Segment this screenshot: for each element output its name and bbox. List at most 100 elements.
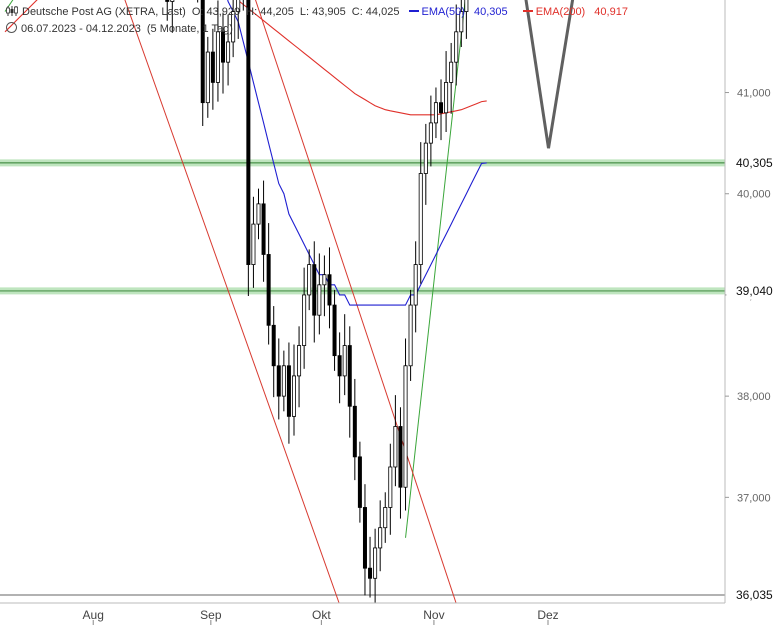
candle-body-up	[454, 31, 459, 63]
level-label: 40,305	[736, 156, 773, 170]
high-value: H: 44,205	[246, 6, 294, 18]
candle	[449, 42, 454, 114]
candle-body-up	[383, 507, 388, 529]
ema200-value: 40,917	[594, 6, 628, 18]
candle	[246, 0, 251, 296]
candle	[266, 223, 271, 345]
candle	[347, 326, 352, 438]
candle	[383, 492, 388, 543]
candle-body-down	[276, 365, 281, 397]
legend-ema200: EMA(200) 40,917	[522, 6, 634, 18]
candle-body-up	[459, 11, 464, 33]
candle	[439, 79, 444, 141]
candle-body-down	[347, 345, 352, 407]
candle	[368, 536, 373, 598]
candle	[378, 500, 383, 572]
candle	[428, 95, 433, 167]
candle	[352, 378, 357, 481]
red-channel-lower	[124, 0, 340, 603]
candle-body-down	[286, 365, 291, 417]
candlestick-icon	[6, 6, 18, 16]
candle	[200, 0, 205, 126]
candle	[423, 123, 428, 205]
candle-body-down	[165, 0, 170, 2]
candle	[221, 12, 226, 94]
candle-body-up	[291, 375, 296, 417]
candle	[271, 306, 276, 398]
candle-body-up	[393, 426, 398, 468]
candle-body-up	[444, 82, 449, 114]
candle-body-up	[373, 547, 378, 579]
candle-body-up	[388, 466, 393, 508]
x-tick-label: Sep	[200, 608, 222, 622]
candle-body-down	[261, 203, 266, 255]
candle	[418, 142, 423, 284]
level-label-bg	[726, 586, 780, 604]
candle	[205, 36, 210, 118]
candle-body-up	[251, 223, 256, 265]
chart-subheader: 06.07.2023 - 04.12.2023 (5 Monate, 1 Tag)	[6, 22, 239, 35]
candle	[256, 188, 261, 240]
candle	[362, 484, 367, 596]
y-tick-label: 37,000	[737, 492, 771, 504]
ema50-value: 40,305	[473, 6, 508, 18]
candle-body-down	[221, 31, 226, 63]
candle-body-down	[362, 507, 367, 569]
candle-body-down	[332, 304, 337, 357]
candle	[215, 0, 220, 102]
candle-body-down	[327, 274, 332, 306]
level-label-bg	[726, 282, 780, 300]
candle-body-up	[428, 122, 433, 144]
candle-body-up	[342, 345, 347, 377]
candle-body-down	[439, 102, 444, 114]
candle	[286, 342, 291, 444]
time-axis: Aug Sep Okt Nov Dez	[0, 602, 725, 625]
candle-body-down	[352, 405, 357, 458]
candle	[454, 4, 459, 86]
candle-body-up	[170, 0, 175, 2]
candle	[226, 14, 231, 86]
candle	[312, 241, 317, 343]
candle	[342, 314, 347, 396]
candle	[433, 87, 438, 139]
candle	[291, 344, 296, 436]
ema50-label: EMA(50)	[421, 6, 465, 18]
candle	[210, 28, 215, 110]
plot-area	[0, 0, 725, 603]
candle	[444, 51, 449, 133]
candle-body-up	[236, 0, 241, 12]
candle-body-up	[256, 203, 261, 225]
y-tick-label: 40,000	[737, 189, 771, 201]
candle	[327, 247, 332, 329]
candle	[317, 253, 322, 335]
candle-body-down	[200, 0, 205, 104]
level-label: 36,035	[736, 588, 773, 602]
candle-body-up	[433, 102, 438, 124]
candle-body-up	[449, 61, 454, 83]
x-tick-label: Dez	[537, 608, 558, 622]
candle	[261, 180, 266, 282]
candle	[459, 0, 464, 48]
candle-body-up	[281, 365, 286, 397]
candle-body-up	[322, 274, 327, 286]
candle-body-up	[297, 345, 302, 377]
x-tick-label: Nov	[423, 608, 444, 622]
candle	[403, 338, 408, 511]
price-axis: 37,00038,00039,00040,00041,00042,00043,0…	[724, 0, 780, 604]
candle-body-up	[413, 264, 418, 306]
red-channel-upper	[255, 0, 457, 603]
candle	[302, 267, 307, 369]
candle-body-up	[205, 51, 210, 104]
level-label-bg	[726, 154, 780, 172]
instrument-name: Deutsche Post AG (XETRA, Last)	[22, 6, 186, 18]
candle	[408, 289, 413, 381]
candle-body-up	[302, 294, 307, 346]
candle-body-down	[368, 567, 373, 579]
candle	[297, 326, 302, 408]
candle-body-up	[317, 284, 322, 316]
candle-body-down	[337, 355, 342, 377]
candle	[337, 332, 342, 404]
candle	[281, 350, 286, 412]
close-value: C: 44,025	[351, 6, 400, 18]
candle-body-up	[226, 41, 231, 63]
